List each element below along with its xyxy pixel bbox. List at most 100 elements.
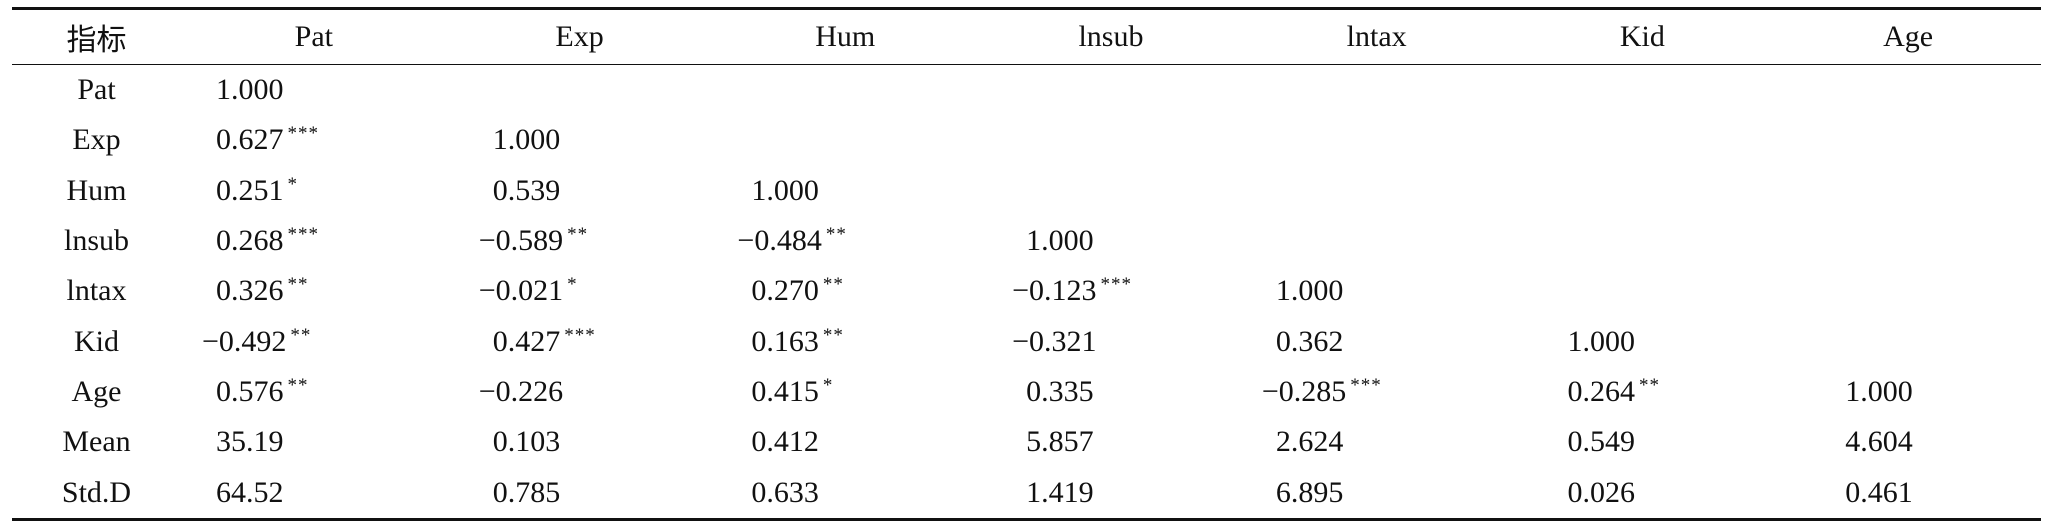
- table-row: Mean 35.19 0.103 0.412 5.857 2.624 0.549 4.604: [12, 417, 2041, 467]
- table-cell: [1244, 216, 1510, 266]
- table-row: lntax 0.326 ** −0.021 * 0.270 ** −0.123 *** 1.000: [12, 266, 2041, 316]
- table-cell: [1510, 166, 1776, 216]
- cell-value: 0.785: [492, 475, 561, 509]
- row-label: Std.D: [61, 475, 132, 509]
- column-header: Hum: [815, 20, 876, 53]
- table-cell: 1.000: [978, 216, 1244, 266]
- cell-value: 0.427: [492, 324, 561, 358]
- table-cell: 1.000: [712, 166, 978, 216]
- cell-value: −0.589: [478, 224, 564, 258]
- table-cell: 0.264 **: [1510, 367, 1776, 417]
- table-row: Hum 0.251 * 0.539 1.000: [12, 166, 2041, 216]
- table-cell: [1244, 166, 1510, 216]
- table-cell: [978, 115, 1244, 165]
- table-cell: 0.335: [978, 367, 1244, 417]
- table-cell: 1.419: [978, 467, 1244, 519]
- table-cell: [1244, 65, 1510, 116]
- cell-value: −0.021: [478, 274, 564, 308]
- table-cell: −0.285 ***: [1244, 367, 1510, 417]
- table-cell: [978, 166, 1244, 216]
- table-cell: 0.461: [1775, 467, 2041, 519]
- cell-value: 0.264: [1567, 374, 1636, 408]
- table-cell: −0.484 **: [712, 216, 978, 266]
- cell-value: 1.000: [751, 173, 819, 207]
- cell-value: 0.326: [216, 274, 284, 308]
- cell-value: 1.000: [1567, 324, 1636, 358]
- table-cell: 0.785: [447, 467, 713, 519]
- column-header: lntax: [1346, 20, 1407, 53]
- significance-stars: ***: [564, 324, 596, 346]
- table-cell: 0.539: [447, 166, 713, 216]
- table-cell: −0.226: [447, 367, 713, 417]
- significance-stars: **: [822, 274, 844, 296]
- significance-stars: **: [822, 324, 844, 346]
- table-row: Exp 0.627 *** 1.000: [12, 115, 2041, 165]
- cell-value: 0.412: [751, 425, 819, 459]
- significance-stars: ***: [1100, 274, 1133, 296]
- cell-value: 1.000: [1275, 274, 1344, 308]
- table-cell: −0.123 ***: [978, 266, 1244, 316]
- header-row: 指标 Pat Exp Hum lnsub lntax Kid Age: [12, 8, 2041, 65]
- table-cell: [1510, 216, 1776, 266]
- cell-value: 64.52: [216, 475, 284, 509]
- table-cell: 0.326 **: [181, 266, 447, 316]
- table-row: Kid −0.492 ** 0.427 *** 0.163 ** −0.321 0.362 1.0…: [12, 316, 2041, 366]
- cell-value: 0.270: [751, 274, 819, 308]
- table-cell: 0.576 **: [181, 367, 447, 417]
- row-label: lnsub: [63, 224, 129, 258]
- significance-stars: ***: [1350, 374, 1382, 396]
- table-cell: [1775, 216, 2041, 266]
- cell-value: 1.000: [1026, 224, 1094, 258]
- cell-value: 0.362: [1275, 324, 1344, 358]
- column-header: Kid: [1619, 20, 1665, 53]
- cell-value: 5.857: [1026, 425, 1094, 459]
- cell-value: 0.461: [1845, 475, 1913, 509]
- table-cell: [1775, 65, 2041, 116]
- table-cell: 0.163 **: [712, 316, 978, 366]
- table-cell: 0.415 *: [712, 367, 978, 417]
- cell-value: 6.895: [1275, 475, 1344, 509]
- significance-stars: ***: [287, 123, 319, 145]
- table-cell: [1775, 166, 2041, 216]
- table-cell: [712, 65, 978, 116]
- column-header: Exp: [555, 20, 604, 53]
- table-cell: −0.492 **: [181, 316, 447, 366]
- table-cell: 5.857: [978, 417, 1244, 467]
- table-cell: 0.627 ***: [181, 115, 447, 165]
- row-label: Pat: [77, 73, 116, 107]
- significance-stars: ***: [287, 224, 319, 246]
- correlation-table: 指标 Pat Exp Hum lnsub lntax Kid Age Pat 1.000 Exp 0…: [12, 7, 2041, 521]
- cell-value: 35.19: [216, 425, 284, 459]
- table-cell: [1510, 115, 1776, 165]
- stub-header: 指标: [66, 24, 127, 57]
- row-label: lntax: [66, 274, 127, 308]
- table-cell: 0.251 *: [181, 166, 447, 216]
- table-cell: [1244, 115, 1510, 165]
- table-cell: [1510, 65, 1776, 116]
- cell-value: 0.633: [751, 475, 819, 509]
- significance-stars: *: [567, 274, 578, 296]
- cell-value: 0.576: [216, 374, 284, 408]
- table-cell: 1.000: [1510, 316, 1776, 366]
- cell-value: −0.123: [1012, 274, 1097, 308]
- cell-value: 0.335: [1026, 374, 1094, 408]
- table-cell: [447, 65, 713, 116]
- table-cell: 4.604: [1775, 417, 2041, 467]
- table-cell: 1.000: [1244, 266, 1510, 316]
- significance-stars: **: [567, 224, 589, 246]
- table-cell: [978, 65, 1244, 116]
- table-cell: −0.021 *: [447, 266, 713, 316]
- table-cell: 0.427 ***: [447, 316, 713, 366]
- table-cell: 0.412: [712, 417, 978, 467]
- cell-value: 0.539: [492, 173, 561, 207]
- table-cell: 2.624: [1244, 417, 1510, 467]
- cell-value: 0.103: [492, 425, 561, 459]
- table-row: lnsub 0.268 *** −0.589 ** −0.484 ** 1.000: [12, 216, 2041, 266]
- table-cell: 0.103: [447, 417, 713, 467]
- cell-value: −0.285: [1261, 374, 1347, 408]
- table-cell: 0.633: [712, 467, 978, 519]
- significance-stars: **: [1639, 374, 1661, 396]
- table-cell: 64.52: [181, 467, 447, 519]
- row-label: Kid: [74, 324, 119, 358]
- table-cell: 1.000: [181, 65, 447, 116]
